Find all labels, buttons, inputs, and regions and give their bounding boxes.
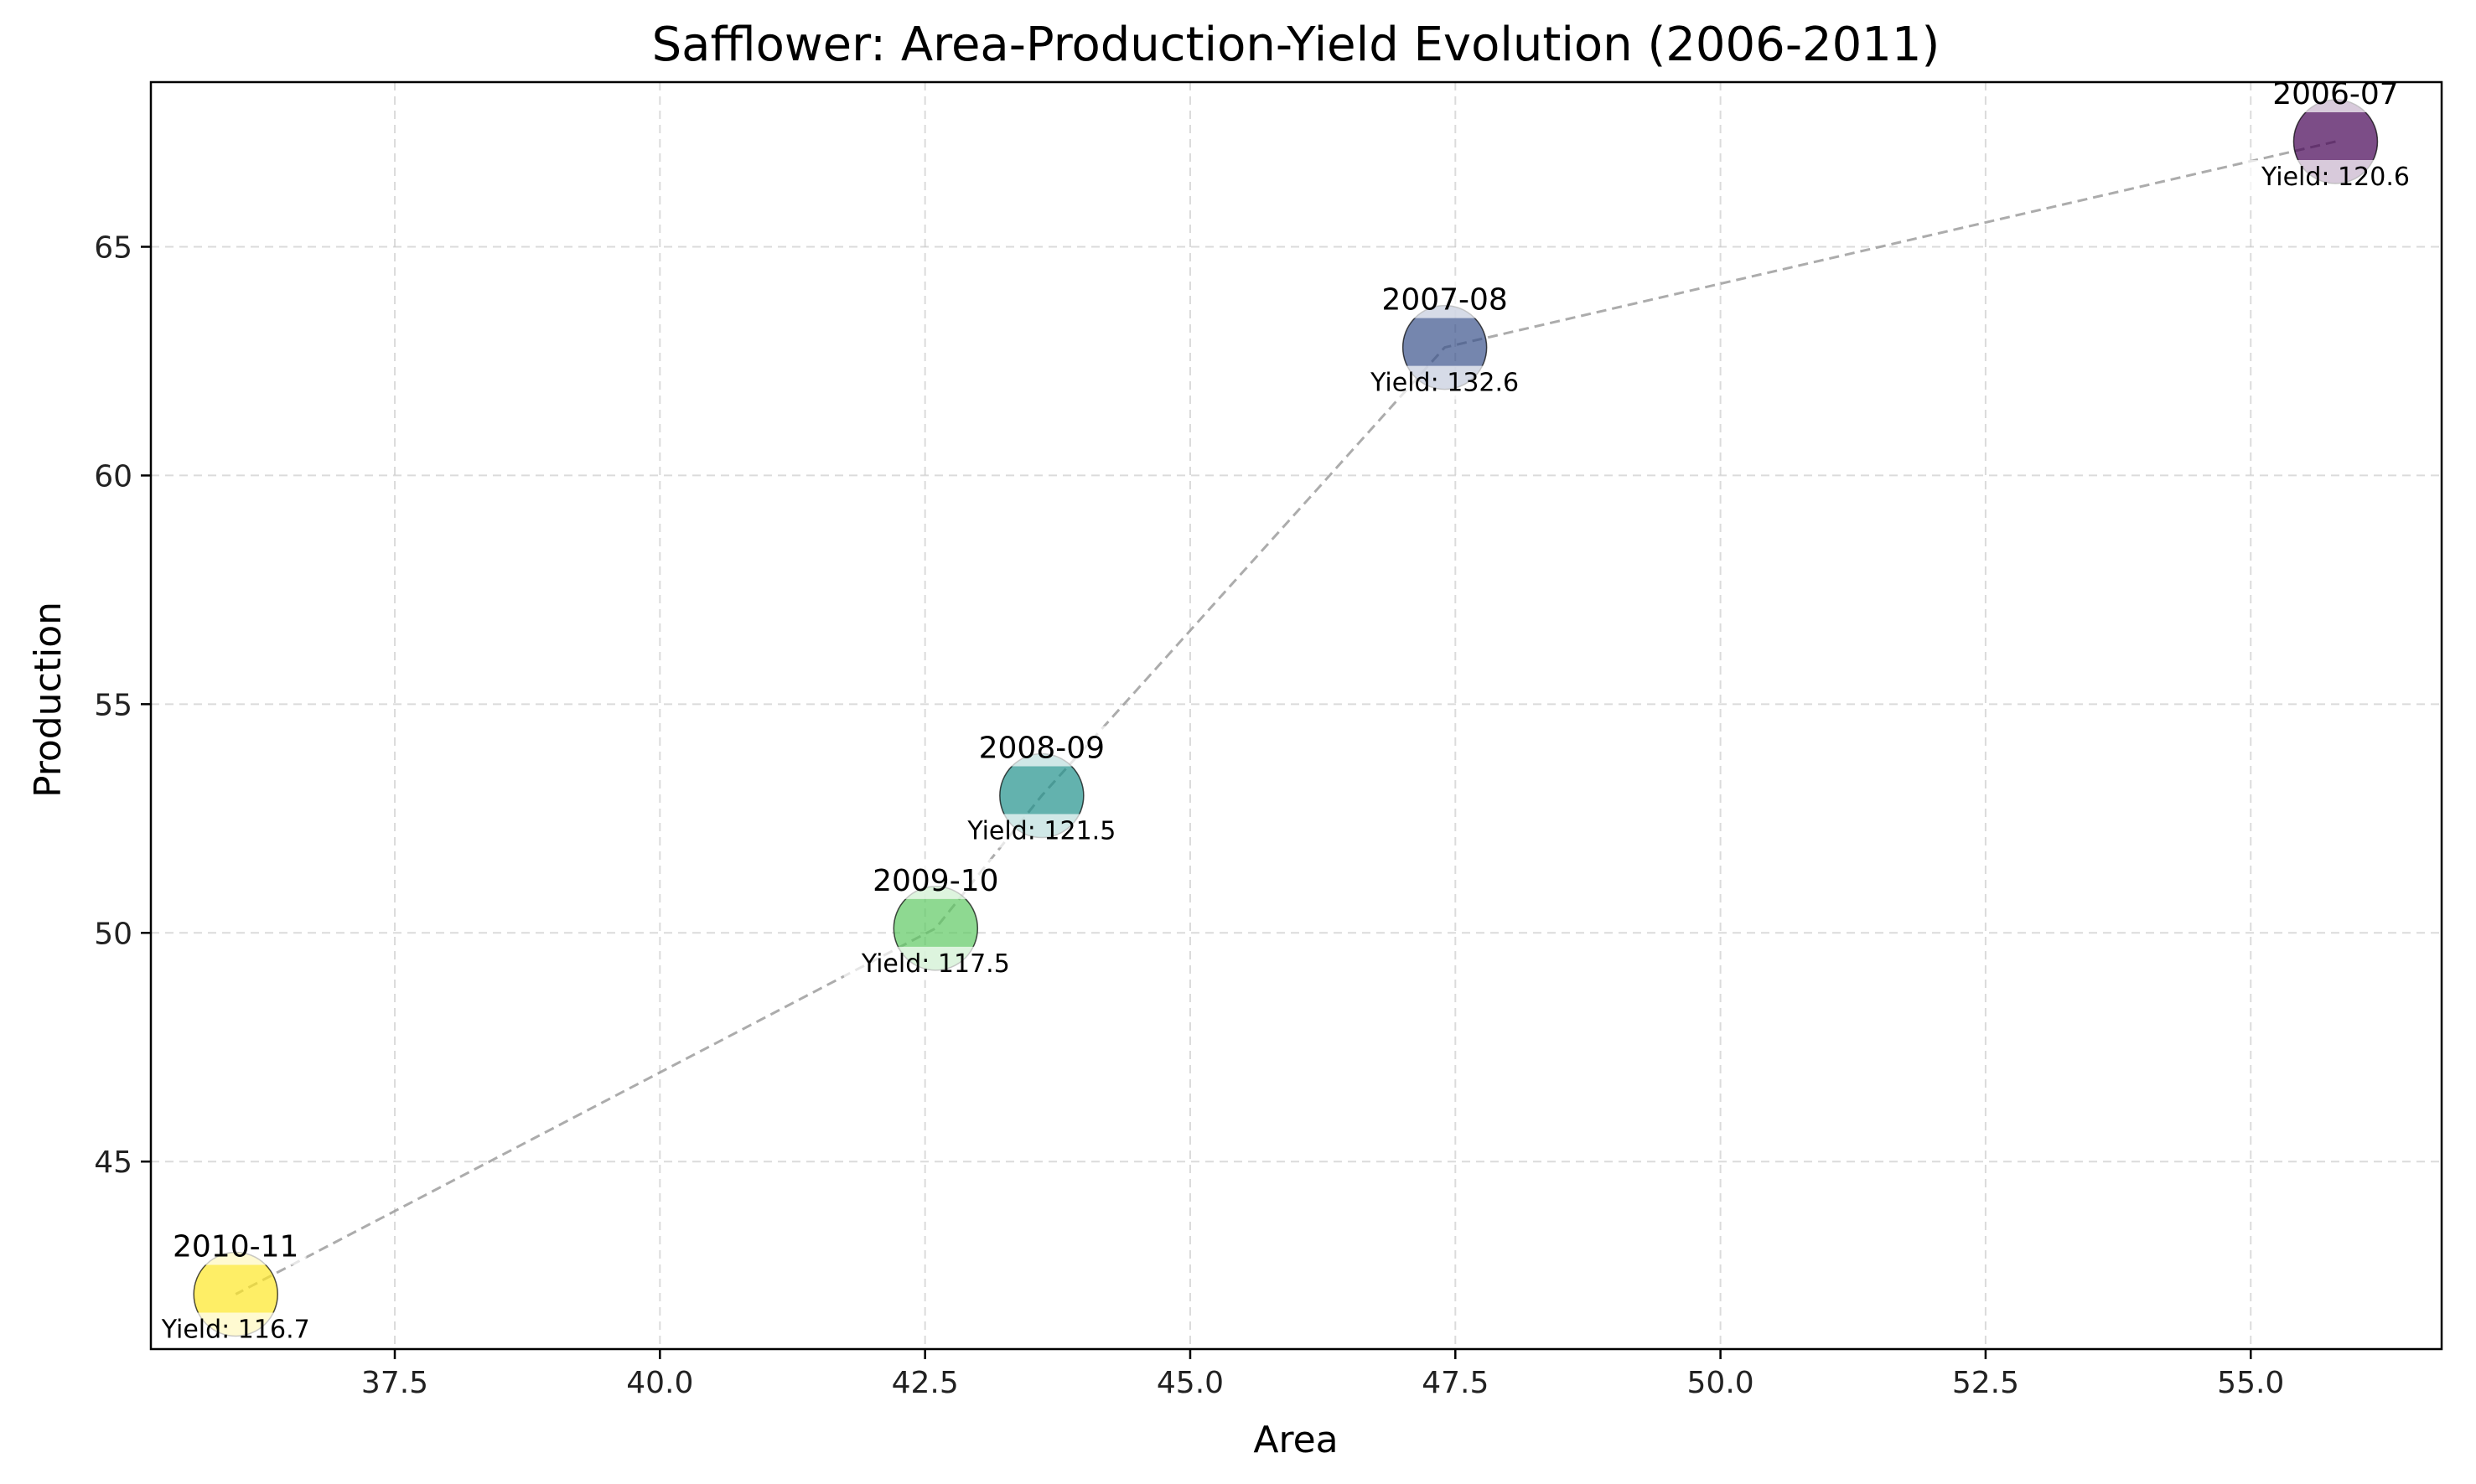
yield-label: Yield: 120.6 — [2261, 163, 2410, 192]
plot-frame — [149, 80, 2443, 1351]
point-label: 2007-08 — [1381, 283, 1507, 318]
y-tick-label: 50 — [94, 917, 132, 951]
point-label-box — [164, 1224, 307, 1265]
x-tick-label: 55.0 — [2217, 1366, 2284, 1400]
x-tick-label: 47.5 — [1422, 1366, 1489, 1400]
x-tick-label: 37.5 — [361, 1366, 428, 1400]
yield-label-box — [949, 814, 1135, 848]
y-axis-ticks: 45 50 55 60 65 — [94, 231, 151, 1180]
yield-label-box — [143, 1312, 329, 1347]
x-tick-label: 42.5 — [892, 1366, 959, 1400]
x-tick-label: 40.0 — [626, 1366, 693, 1400]
grid — [151, 82, 2442, 1349]
yield-label-box — [843, 946, 1028, 980]
x-axis-label: Area — [1253, 1419, 1338, 1461]
yield-label: Yield: 117.5 — [861, 949, 1010, 979]
point-label: 2008-09 — [979, 732, 1105, 766]
chart-title: Safflower: Area-Production-Yield Evoluti… — [652, 18, 1940, 72]
point-label-box — [1374, 277, 1515, 318]
point-label: 2010-11 — [173, 1229, 298, 1264]
point-label-box — [865, 858, 1007, 899]
y-tick-label: 60 — [94, 459, 132, 494]
y-tick-label: 55 — [94, 688, 132, 722]
x-tick-label: 52.5 — [1952, 1366, 2019, 1400]
point-label-box — [971, 726, 1113, 767]
y-axis-label: Production — [27, 602, 70, 798]
y-tick-label: 45 — [94, 1145, 132, 1180]
point-label: 2009-10 — [873, 864, 998, 898]
yield-label-box — [1352, 365, 1537, 400]
yield-label-box — [2243, 159, 2428, 194]
yield-label: Yield: 132.6 — [1370, 369, 1519, 398]
x-tick-label: 50.0 — [1687, 1366, 1754, 1400]
x-axis-ticks: 37.5 40.0 42.5 45.0 47.5 50.0 52.5 55.0 — [361, 1349, 2284, 1400]
y-tick-label: 65 — [94, 231, 132, 266]
yield-label: Yield: 121.5 — [966, 817, 1116, 846]
x-tick-label: 45.0 — [1157, 1366, 1224, 1400]
yield-label: Yield: 116.7 — [161, 1315, 310, 1344]
